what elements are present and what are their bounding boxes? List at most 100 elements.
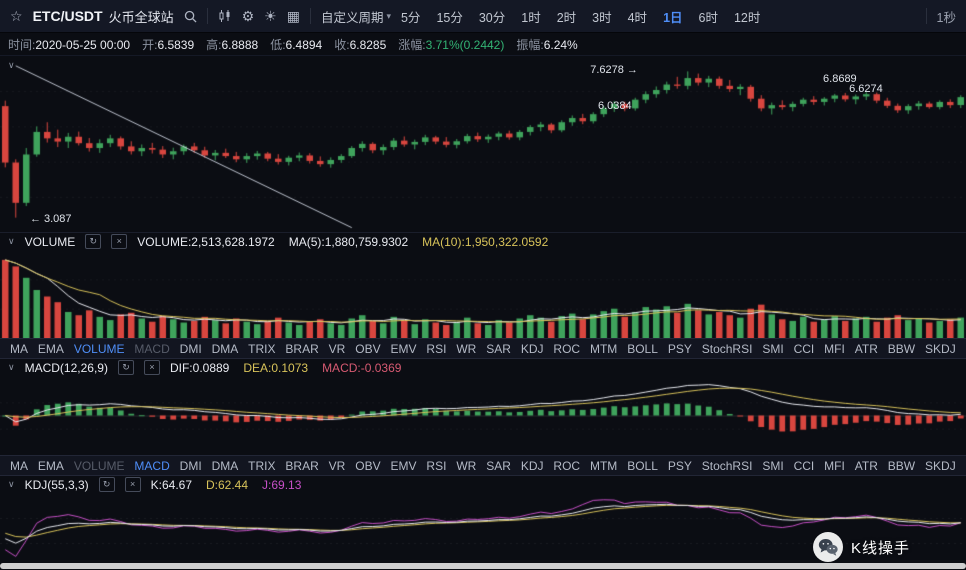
collapse-macd-icon[interactable]: ∨ bbox=[8, 362, 15, 372]
kdj-header: ∨ KDJ(55,3,3) ↻ × K:64.67 D:62.44 J:69.13 bbox=[0, 476, 966, 493]
period-tab-6时[interactable]: 6时 bbox=[698, 10, 718, 25]
info-field-6: 振幅:6.24% bbox=[516, 37, 578, 52]
horizontal-scrollbar[interactable] bbox=[0, 562, 966, 570]
period-tab-30分[interactable]: 30分 bbox=[478, 10, 506, 25]
period-tab-2时[interactable]: 2时 bbox=[556, 10, 577, 25]
collapse-kdj-icon[interactable]: ∨ bbox=[8, 479, 15, 489]
indicator-tab-ma[interactable]: MA bbox=[10, 458, 28, 473]
macd-refresh-icon[interactable]: ↻ bbox=[117, 360, 134, 375]
indicator-tab-skdj[interactable]: SKDJ bbox=[925, 341, 956, 356]
indicator-tab-mtm[interactable]: MTM bbox=[589, 458, 618, 473]
indicator-tab-brar[interactable]: BRAR bbox=[285, 458, 319, 473]
indicator-tab-volume[interactable]: VOLUME bbox=[73, 341, 125, 356]
indicator-tab-bbw[interactable]: BBW bbox=[887, 458, 916, 473]
volume-close-icon[interactable]: × bbox=[111, 234, 128, 249]
indicator-tab-trix[interactable]: TRIX bbox=[248, 341, 276, 356]
indicator-tab-stochrsi[interactable]: StochRSI bbox=[701, 341, 753, 356]
indicator-tab-boll[interactable]: BOLL bbox=[627, 341, 658, 356]
indicator-tab-sar[interactable]: SAR bbox=[486, 341, 511, 356]
indicator-tab-psy[interactable]: PSY bbox=[667, 341, 692, 356]
period-tab-12时[interactable]: 12时 bbox=[733, 10, 761, 25]
period-tab-15分[interactable]: 15分 bbox=[436, 10, 463, 25]
indicator-tab-mfi[interactable]: MFI bbox=[824, 341, 845, 356]
period-tab-1日[interactable]: 1日 bbox=[663, 10, 683, 25]
period-tab-1时[interactable]: 1时 bbox=[521, 10, 541, 25]
indicator-tab-smi[interactable]: SMI bbox=[762, 458, 784, 473]
indicator-tab-mfi[interactable]: MFI bbox=[824, 458, 845, 473]
indicator-tab-macd[interactable]: MACD bbox=[134, 341, 170, 356]
indicator-tab-dmi[interactable]: DMI bbox=[179, 341, 202, 356]
indicator-tab-smi[interactable]: SMI bbox=[762, 341, 784, 356]
indicator-tab-bbw[interactable]: BBW bbox=[887, 341, 916, 356]
period-tab-5分[interactable]: 5分 bbox=[400, 10, 421, 25]
indicator-tab-ma[interactable]: MA bbox=[10, 341, 28, 356]
macd-field-2: MACD:-0.0369 bbox=[322, 360, 402, 375]
indicator-tab-psy[interactable]: PSY bbox=[667, 458, 692, 473]
volume-chart[interactable] bbox=[0, 250, 966, 338]
watermark-text: K线操手 bbox=[850, 539, 910, 557]
indicator-tab-trix[interactable]: TRIX bbox=[248, 458, 276, 473]
custom-period-dropdown[interactable]: 自定义周期 ▾ bbox=[321, 7, 391, 26]
indicator-tab-boll[interactable]: BOLL bbox=[627, 458, 658, 473]
indicator-tab-skdj[interactable]: SKDJ bbox=[925, 458, 956, 473]
period-tab-3时[interactable]: 3时 bbox=[592, 10, 612, 25]
indicator-tab-macd[interactable]: MACD bbox=[134, 458, 170, 473]
indicator-tab-rsi[interactable]: RSI bbox=[426, 341, 447, 356]
favorite-star-icon[interactable]: ☆ bbox=[10, 8, 23, 24]
kdj-refresh-icon[interactable]: ↻ bbox=[98, 477, 115, 492]
gear-icon[interactable]: ⚙ bbox=[241, 8, 255, 24]
toolbar-divider bbox=[206, 8, 208, 24]
indicator-tab-dmi[interactable]: DMI bbox=[179, 458, 202, 473]
grid-icon[interactable]: ▦ bbox=[286, 8, 300, 24]
indicator-tab-emv[interactable]: EMV bbox=[390, 458, 417, 473]
indicator-tab-vr[interactable]: VR bbox=[328, 458, 346, 473]
indicator-tab-volume[interactable]: VOLUME bbox=[73, 458, 125, 473]
indicator-tab-vr[interactable]: VR bbox=[328, 341, 346, 356]
indicator-tab-brar[interactable]: BRAR bbox=[285, 341, 319, 356]
indicator-tab-stochrsi[interactable]: StochRSI bbox=[701, 458, 753, 473]
indicator-tab-ema[interactable]: EMA bbox=[37, 341, 64, 356]
kdj-field-2: J:69.13 bbox=[262, 477, 302, 492]
indicator-tab-cci[interactable]: CCI bbox=[793, 458, 815, 473]
indicator-tab-wr[interactable]: WR bbox=[456, 458, 477, 473]
candlestick-chart[interactable] bbox=[0, 56, 966, 232]
macd-close-icon[interactable]: × bbox=[143, 360, 160, 375]
ohlc-infobar: 时间:2020-05-25 00:00 开:6.5839 高:6.8888 低:6.4… bbox=[0, 33, 966, 56]
toolbar-divider bbox=[309, 8, 311, 24]
toolbar: ☆ ETC/USDT 火币全球站 ⚙ ☀ ▦ 自定义周期 ▾ 5分 15分 30分 1… bbox=[0, 0, 966, 33]
kdj-field-1: D:62.44 bbox=[206, 477, 249, 492]
indicator-tab-ema[interactable]: EMA bbox=[37, 458, 64, 473]
indicator-tab-roc[interactable]: ROC bbox=[553, 458, 581, 473]
indicator-tab-emv[interactable]: EMV bbox=[390, 341, 417, 356]
scrollbar-thumb[interactable] bbox=[0, 563, 966, 569]
indicator-tab-dma[interactable]: DMA bbox=[211, 341, 239, 356]
indicator-tab-kdj[interactable]: KDJ bbox=[520, 458, 544, 473]
indicator-tab-wr[interactable]: WR bbox=[456, 341, 477, 356]
indicator-tab-kdj[interactable]: KDJ bbox=[520, 341, 544, 356]
indicator-tab-sar[interactable]: SAR bbox=[486, 458, 511, 473]
candlestick-style-icon[interactable] bbox=[218, 9, 232, 23]
indicator-tab-cci[interactable]: CCI bbox=[793, 341, 815, 356]
kdj-chart[interactable] bbox=[0, 493, 966, 568]
price-annotation-3: 6.6274 bbox=[849, 83, 883, 96]
indicator-tab-atr[interactable]: ATR bbox=[854, 458, 878, 473]
indicator-tab-rsi[interactable]: RSI bbox=[426, 458, 447, 473]
collapse-main-icon[interactable]: ∨ bbox=[8, 60, 15, 70]
brightness-icon[interactable]: ☀ bbox=[264, 8, 277, 24]
price-annotation-2: 6.8689 bbox=[823, 72, 857, 85]
volume-refresh-icon[interactable]: ↻ bbox=[85, 234, 102, 249]
indicator-tab-atr[interactable]: ATR bbox=[854, 341, 878, 356]
period-tab-1sec[interactable]: 1秒 bbox=[936, 10, 956, 25]
collapse-volume-icon[interactable]: ∨ bbox=[8, 236, 15, 246]
period-tab-4时[interactable]: 4时 bbox=[627, 10, 648, 25]
indicator-tab-dma[interactable]: DMA bbox=[211, 458, 239, 473]
indicator-tab-obv[interactable]: OBV bbox=[355, 458, 381, 473]
chevron-down-icon: ▾ bbox=[386, 10, 391, 21]
indicator-tab-obv[interactable]: OBV bbox=[355, 341, 381, 356]
watermark: K线操手 bbox=[812, 532, 910, 562]
kdj-close-icon[interactable]: × bbox=[124, 477, 141, 492]
search-icon[interactable] bbox=[184, 10, 197, 23]
indicator-tab-roc[interactable]: ROC bbox=[553, 341, 581, 356]
macd-chart[interactable] bbox=[0, 376, 966, 455]
indicator-tab-mtm[interactable]: MTM bbox=[589, 341, 618, 356]
